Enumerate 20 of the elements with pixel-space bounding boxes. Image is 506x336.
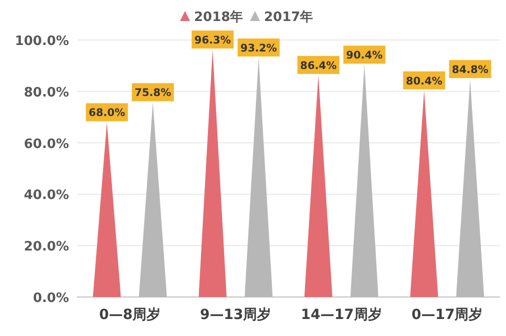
x-tick-label: 0—8周岁 [99, 307, 161, 323]
legend-label: 2017年 [264, 10, 314, 25]
data-label: 86.4% [300, 60, 338, 72]
data-label: 80.4% [406, 75, 443, 88]
y-tick-label: 20.0% [24, 240, 69, 255]
y-tick-label: 40.0% [24, 188, 69, 204]
y-tick-label: 100.0% [14, 34, 69, 49]
legend-label: 2018年 [194, 10, 244, 25]
x-tick-label: 14—17周岁 [300, 307, 382, 323]
y-tick-label: 80.0% [24, 85, 69, 100]
x-tick-label: 0—17周岁 [412, 307, 483, 323]
data-label: 93.2% [240, 42, 278, 54]
data-label: 75.8% [134, 87, 172, 100]
y-tick-label: 0.0% [32, 291, 69, 306]
data-label: 90.4% [346, 50, 384, 62]
data-label: 84.8% [452, 64, 489, 76]
data-label: 96.3% [194, 34, 232, 47]
x-tick-label: 9—13周岁 [200, 307, 272, 323]
y-tick-label: 60.0% [24, 136, 69, 152]
data-label: 68.0% [88, 107, 126, 120]
